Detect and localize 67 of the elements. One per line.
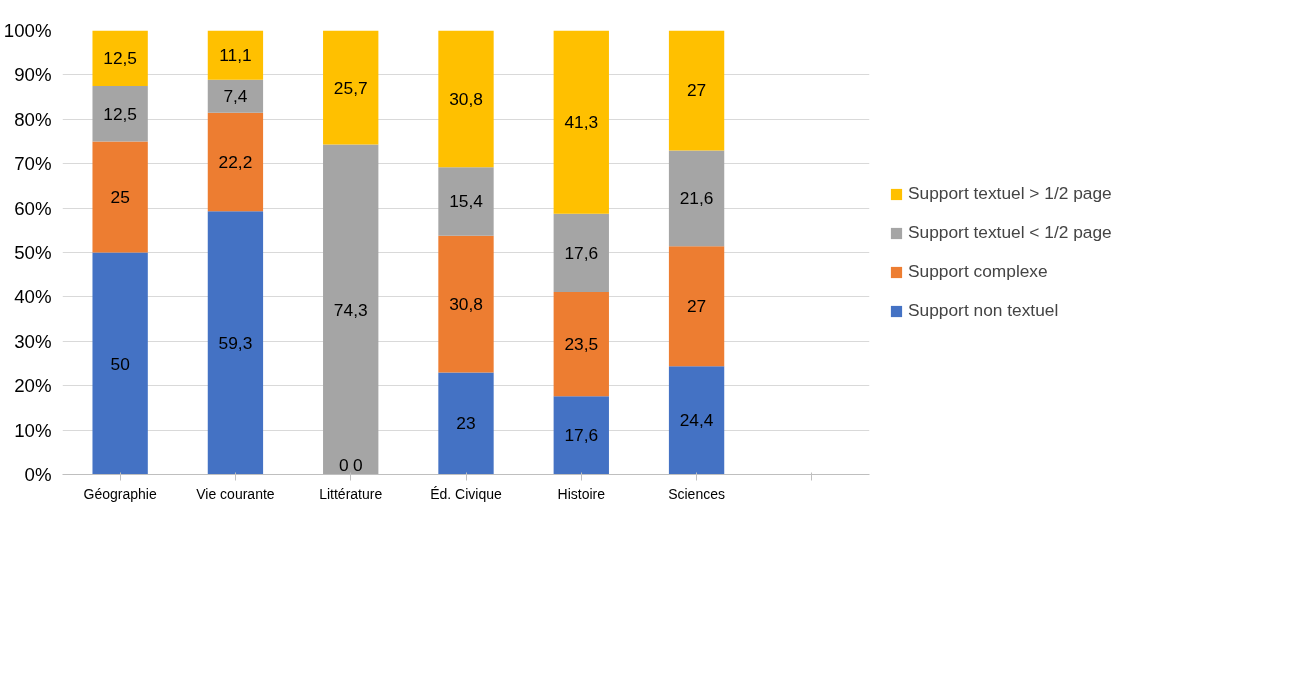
bar (207, 30, 264, 80)
text: 17,6 (564, 425, 599, 446)
bar (207, 211, 264, 475)
y-tick-label: 60% (14, 197, 52, 219)
x-tick-label: Éd. Civique (430, 485, 503, 502)
text: 23 (456, 413, 476, 434)
x-tick-label: Vie courante (196, 485, 275, 502)
bar (323, 144, 379, 475)
bar (553, 396, 609, 475)
text: 27 (686, 80, 707, 101)
y-tick-label: 10% (14, 419, 52, 441)
legend-label: Support non textuel (908, 300, 1059, 321)
text: 59,3 (218, 332, 253, 353)
bar (207, 79, 264, 113)
bar (553, 292, 609, 397)
text: 24,4 (679, 410, 714, 431)
text: 11,1 (219, 45, 252, 66)
y-tick-label: 20% (14, 375, 52, 397)
bar (553, 30, 609, 214)
legend-label: Support textuel > 1/2 page (908, 183, 1112, 204)
legend-label: Support textuel < 1/2 page (908, 222, 1112, 243)
bar (553, 213, 609, 293)
bar (668, 366, 725, 475)
y-tick-label: 50% (14, 242, 52, 263)
text: 74,3 (333, 299, 368, 320)
bar (438, 167, 494, 236)
y-tick-label: 40% (14, 286, 52, 308)
x-tick-label: Histoire (557, 485, 606, 502)
bar (668, 246, 725, 367)
text: 50 (110, 353, 130, 374)
text: 41,3 (564, 112, 599, 133)
text: 0 (338, 454, 349, 475)
legend-label: Support complexe (908, 261, 1048, 282)
bar (438, 372, 494, 475)
bar (668, 150, 725, 247)
x-tick-label: Littérature (319, 485, 383, 502)
y-tick-label: 30% (14, 330, 52, 352)
text: 7,4 (223, 86, 248, 107)
bar (438, 235, 494, 373)
text: 23,5 (564, 334, 599, 355)
text: 12,5 (103, 103, 138, 124)
bar (92, 141, 148, 253)
x-tick-label: Géographie (83, 485, 157, 502)
text: 17,6 (564, 242, 599, 263)
text: 0 (352, 454, 363, 475)
bar (92, 30, 148, 86)
y-tick-label: 0% (24, 464, 52, 485)
y-tick-label: 70% (14, 153, 52, 175)
text: 27 (686, 296, 707, 317)
y-tick-label: 80% (14, 108, 52, 130)
text: 30,8 (449, 88, 483, 109)
text: 22,2 (218, 151, 253, 172)
bar (92, 252, 148, 475)
x-tick-label: Sciences (668, 485, 725, 502)
y-tick-label: 100% (3, 20, 52, 41)
text: 15,4 (449, 191, 483, 212)
y-tick-label: 90% (14, 64, 52, 86)
bar (92, 86, 148, 142)
text: 21,6 (679, 188, 714, 209)
bar (207, 112, 264, 212)
bar (438, 30, 494, 168)
text: 12,5 (103, 48, 138, 69)
text: 30,8 (449, 294, 483, 314)
text: 25 (110, 187, 130, 207)
bar (323, 30, 379, 145)
text: 25,7 (333, 77, 368, 98)
bar (668, 30, 725, 151)
